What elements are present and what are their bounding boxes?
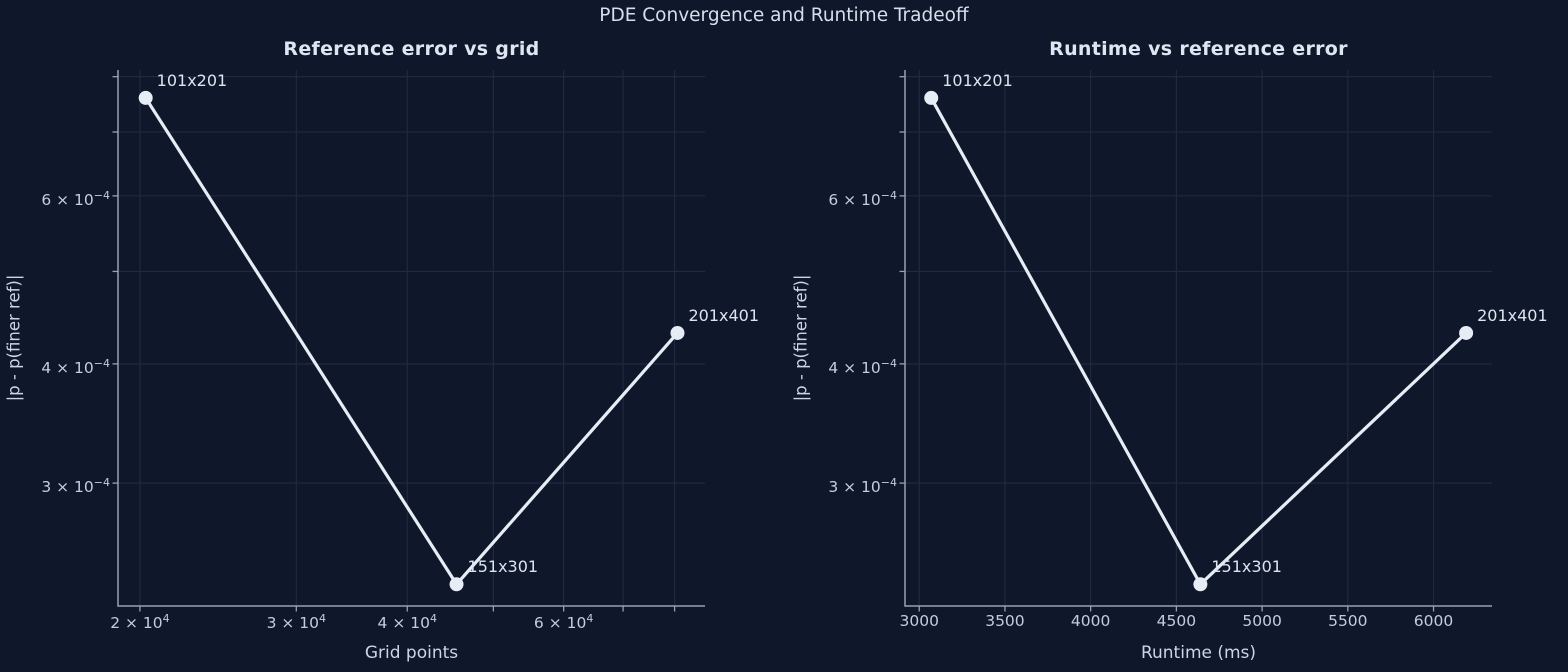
x-tick-label: 4000 xyxy=(1070,612,1111,630)
y-tick-label: 4 × 10−4 xyxy=(41,356,110,378)
data-point-marker xyxy=(138,90,153,105)
right-xaxis-label: Runtime (ms) xyxy=(1140,643,1257,663)
point-label: 101x201 xyxy=(942,70,1013,90)
right-plot-title: Runtime vs reference error xyxy=(1049,38,1348,60)
point-label: 151x301 xyxy=(467,557,539,577)
left-plot-title: Reference error vs grid xyxy=(283,38,540,60)
point-label: 151x301 xyxy=(1211,557,1282,577)
y-tick-label: 3 × 10−4 xyxy=(41,476,110,497)
x-tick-label: 3 × 104 xyxy=(266,612,327,633)
data-point-marker xyxy=(449,577,464,592)
point-label: 201x401 xyxy=(688,305,760,325)
y-tick-label: 4 × 10−4 xyxy=(828,356,897,378)
figure-title: PDE Convergence and Runtime Tradeoff xyxy=(599,5,969,26)
y-tick-label: 3 × 10−4 xyxy=(828,476,897,497)
x-tick-label: 5000 xyxy=(1242,612,1282,630)
x-tick-label: 6000 xyxy=(1413,612,1454,630)
right-yaxis-label: |p - p(finer ref)| xyxy=(791,274,811,402)
left-xaxis-label: Grid points xyxy=(364,643,459,663)
data-point-marker xyxy=(1193,577,1208,592)
y-tick-label: 6 × 10−4 xyxy=(41,188,110,210)
data-point-marker xyxy=(924,90,939,105)
x-tick-label: 3000 xyxy=(899,612,939,630)
y-tick-label: 6 × 10−4 xyxy=(828,188,897,210)
left-yaxis-label: |p - p(finer ref)| xyxy=(4,274,24,402)
point-label: 101x201 xyxy=(156,70,228,90)
point-label: 201x401 xyxy=(1477,305,1548,325)
x-tick-label: 2 × 104 xyxy=(110,612,170,633)
x-tick-label: 4 × 104 xyxy=(377,612,437,633)
axis-spine xyxy=(117,70,705,607)
data-point-marker xyxy=(1459,325,1474,340)
axis-spine xyxy=(904,70,1492,607)
data-line xyxy=(929,96,1468,586)
data-line xyxy=(144,96,680,586)
x-tick-label: 4500 xyxy=(1156,612,1197,630)
data-point-marker xyxy=(670,325,685,340)
x-tick-label: 3500 xyxy=(985,612,1025,630)
x-tick-label: 5500 xyxy=(1328,612,1368,630)
x-tick-label: 6 × 104 xyxy=(533,612,594,633)
